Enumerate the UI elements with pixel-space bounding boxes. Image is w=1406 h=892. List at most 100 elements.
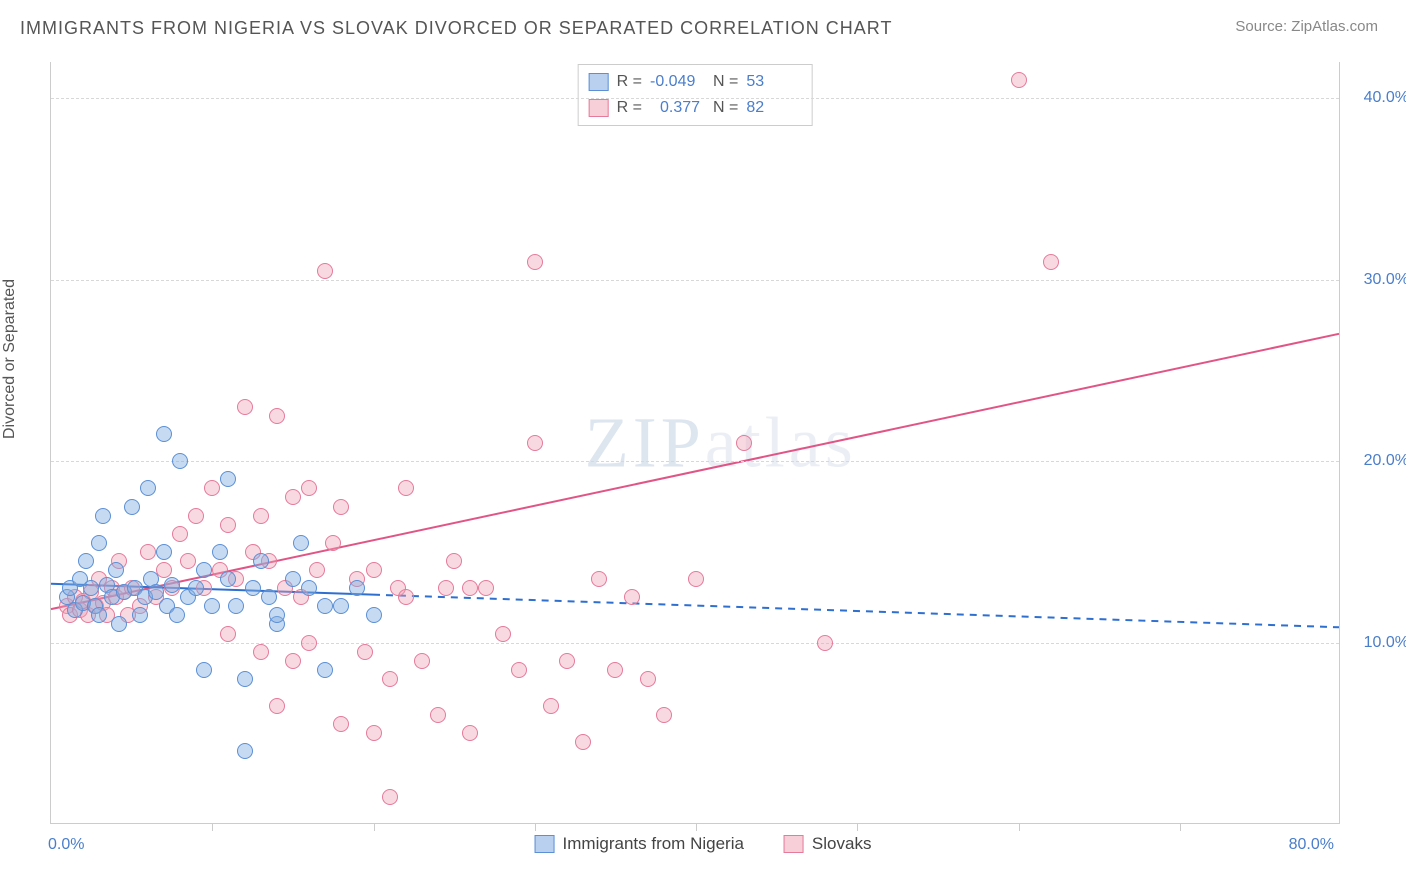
scatter-point-pink: [462, 725, 478, 741]
scatter-point-blue: [95, 508, 111, 524]
gridline: [51, 98, 1339, 99]
watermark-bold: ZIP: [585, 402, 705, 482]
scatter-point-blue: [83, 580, 99, 596]
scatter-point-pink: [237, 399, 253, 415]
correlation-chart: IMMIGRANTS FROM NIGERIA VS SLOVAK DIVORC…: [0, 0, 1406, 892]
x-axis-min-label: 0.0%: [48, 836, 84, 854]
scatter-point-pink: [543, 698, 559, 714]
scatter-point-pink: [1011, 72, 1027, 88]
scatter-point-pink: [591, 571, 607, 587]
source-label: Source:: [1235, 18, 1291, 35]
scatter-point-pink: [269, 698, 285, 714]
scatter-point-pink: [301, 480, 317, 496]
scatter-point-blue: [169, 607, 185, 623]
scatter-point-blue: [78, 553, 94, 569]
scatter-point-pink: [220, 626, 236, 642]
scatter-point-pink: [607, 662, 623, 678]
scatter-point-pink: [559, 653, 575, 669]
scatter-point-pink: [204, 480, 220, 496]
r-label: R =: [617, 69, 642, 95]
scatter-point-pink: [172, 526, 188, 542]
source-link[interactable]: ZipAtlas.com: [1291, 18, 1378, 35]
scatter-point-blue: [172, 453, 188, 469]
scatter-point-blue: [111, 616, 127, 632]
scatter-point-pink: [269, 408, 285, 424]
n-label: N =: [713, 69, 738, 95]
scatter-point-pink: [382, 671, 398, 687]
scatter-point-blue: [91, 535, 107, 551]
x-tick: [857, 823, 858, 831]
source-attribution: Source: ZipAtlas.com: [1235, 18, 1378, 35]
scatter-point-pink: [656, 707, 672, 723]
x-tick: [535, 823, 536, 831]
scatter-point-blue: [156, 544, 172, 560]
scatter-point-pink: [253, 508, 269, 524]
scatter-point-pink: [309, 562, 325, 578]
bottom-legend: Immigrants from Nigeria Slovaks: [535, 834, 872, 854]
scatter-point-pink: [495, 626, 511, 642]
x-tick: [1019, 823, 1020, 831]
y-tick-label: 40.0%: [1349, 89, 1406, 107]
scatter-point-blue: [124, 499, 140, 515]
scatter-point-pink: [688, 571, 704, 587]
x-tick: [212, 823, 213, 831]
scatter-point-blue: [349, 580, 365, 596]
scatter-point-blue: [188, 580, 204, 596]
y-tick-label: 10.0%: [1349, 634, 1406, 652]
scatter-point-blue: [333, 598, 349, 614]
scatter-point-blue: [245, 580, 261, 596]
legend-label-pink: Slovaks: [812, 834, 872, 854]
scatter-point-blue: [301, 580, 317, 596]
watermark-light: atlas: [705, 402, 857, 482]
legend-label-blue: Immigrants from Nigeria: [563, 834, 744, 854]
plot-area: ZIPatlas R = -0.049 N = 53 R = 0.377 N =…: [50, 62, 1340, 824]
scatter-point-blue: [293, 535, 309, 551]
x-tick: [1180, 823, 1181, 831]
scatter-point-pink: [180, 553, 196, 569]
r-value-blue: -0.049: [650, 69, 705, 95]
scatter-point-blue: [220, 571, 236, 587]
scatter-point-pink: [462, 580, 478, 596]
scatter-point-blue: [132, 607, 148, 623]
scatter-point-blue: [366, 607, 382, 623]
scatter-point-pink: [333, 499, 349, 515]
scatter-point-blue: [228, 598, 244, 614]
scatter-point-pink: [398, 480, 414, 496]
scatter-point-pink: [478, 580, 494, 596]
scatter-point-pink: [511, 662, 527, 678]
swatch-blue-icon: [589, 73, 609, 91]
scatter-point-blue: [253, 553, 269, 569]
scatter-point-blue: [108, 562, 124, 578]
scatter-point-pink: [357, 644, 373, 660]
scatter-point-pink: [575, 734, 591, 750]
y-tick-label: 20.0%: [1349, 452, 1406, 470]
scatter-point-blue: [317, 662, 333, 678]
scatter-point-pink: [736, 435, 752, 451]
regression-lines: [51, 62, 1339, 823]
scatter-point-pink: [640, 671, 656, 687]
chart-title: IMMIGRANTS FROM NIGERIA VS SLOVAK DIVORC…: [20, 18, 892, 39]
scatter-point-pink: [398, 589, 414, 605]
scatter-point-pink: [527, 435, 543, 451]
scatter-point-pink: [527, 254, 543, 270]
scatter-point-blue: [164, 577, 180, 593]
scatter-point-pink: [140, 544, 156, 560]
scatter-point-blue: [91, 607, 107, 623]
x-tick: [374, 823, 375, 831]
scatter-point-blue: [212, 544, 228, 560]
scatter-point-pink: [333, 716, 349, 732]
scatter-point-pink: [253, 644, 269, 660]
scatter-point-pink: [317, 263, 333, 279]
scatter-point-blue: [196, 562, 212, 578]
gridline: [51, 643, 1339, 644]
scatter-point-blue: [261, 589, 277, 605]
scatter-point-blue: [237, 671, 253, 687]
scatter-point-blue: [204, 598, 220, 614]
scatter-point-blue: [148, 584, 164, 600]
scatter-point-pink: [438, 580, 454, 596]
gridline: [51, 280, 1339, 281]
scatter-point-blue: [317, 598, 333, 614]
watermark: ZIPatlas: [585, 401, 857, 484]
scatter-point-pink: [366, 562, 382, 578]
scatter-point-blue: [140, 480, 156, 496]
